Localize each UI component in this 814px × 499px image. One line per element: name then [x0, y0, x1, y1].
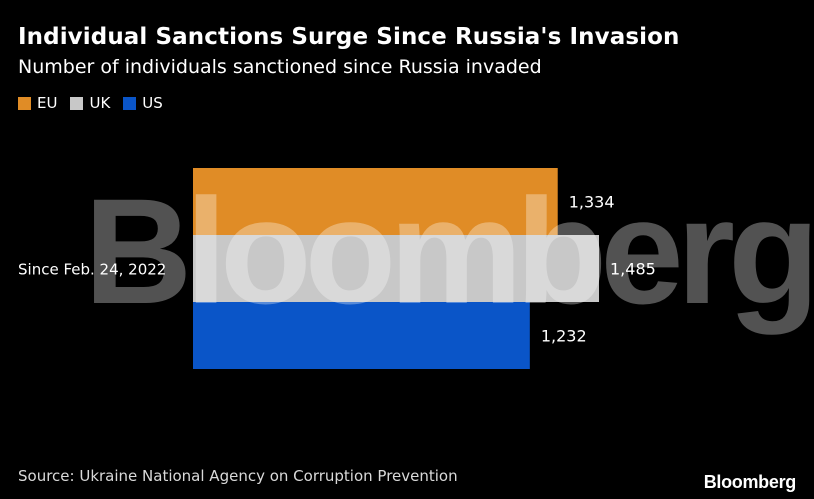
legend-item-us: US [123, 94, 163, 112]
category-label: Since Feb. 24, 2022 [18, 261, 166, 279]
legend-swatch-uk [70, 96, 84, 110]
data-label-eu: 1,334 [569, 193, 615, 212]
legend-label-us: US [142, 94, 163, 112]
legend-item-uk: UK [70, 94, 110, 112]
data-label-us: 1,232 [541, 327, 587, 346]
legend-item-eu: EU [18, 94, 57, 112]
legend: EU UK US [18, 94, 176, 112]
data-label-uk: 1,485 [610, 260, 656, 279]
bar-uk [193, 235, 599, 302]
chart-title: Individual Sanctions Surge Since Russia'… [18, 24, 680, 50]
legend-swatch-eu [18, 96, 31, 110]
bar-us [193, 302, 530, 369]
legend-label-eu: EU [37, 94, 58, 112]
legend-label-uk: UK [89, 94, 111, 112]
chart-subtitle: Number of individuals sanctioned since R… [18, 56, 542, 78]
source-note: Source: Ukraine National Agency on Corru… [18, 467, 458, 485]
legend-swatch-us [123, 96, 137, 110]
bloomberg-logo: Bloomberg [703, 472, 797, 492]
bar-eu [193, 168, 558, 235]
